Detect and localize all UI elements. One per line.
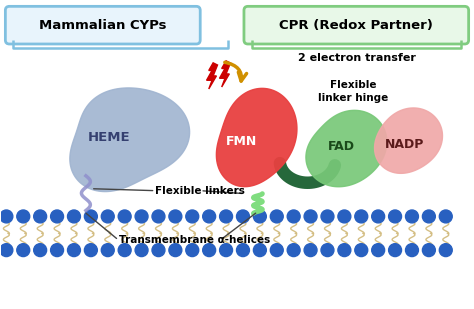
Circle shape bbox=[101, 244, 114, 256]
Circle shape bbox=[152, 210, 165, 223]
Circle shape bbox=[372, 244, 384, 256]
Circle shape bbox=[17, 244, 30, 256]
Polygon shape bbox=[207, 63, 218, 89]
Circle shape bbox=[270, 244, 283, 256]
Text: NADP: NADP bbox=[385, 138, 425, 150]
Text: FAD: FAD bbox=[328, 140, 355, 153]
Circle shape bbox=[101, 210, 114, 223]
Text: CPR (Redox Partner): CPR (Redox Partner) bbox=[279, 19, 433, 32]
Circle shape bbox=[355, 210, 368, 223]
Circle shape bbox=[67, 210, 81, 223]
Circle shape bbox=[118, 210, 131, 223]
Circle shape bbox=[304, 210, 317, 223]
Text: FMN: FMN bbox=[227, 135, 257, 148]
Text: Flexible
linker hinge: Flexible linker hinge bbox=[318, 80, 388, 103]
Text: 2 electron transfer: 2 electron transfer bbox=[298, 53, 416, 63]
Circle shape bbox=[389, 210, 401, 223]
Circle shape bbox=[321, 210, 334, 223]
Text: Flexible linkers: Flexible linkers bbox=[155, 186, 246, 196]
Circle shape bbox=[67, 244, 81, 256]
Circle shape bbox=[405, 210, 419, 223]
Circle shape bbox=[34, 244, 46, 256]
Circle shape bbox=[84, 244, 97, 256]
Polygon shape bbox=[306, 110, 387, 187]
FancyBboxPatch shape bbox=[5, 6, 200, 44]
Polygon shape bbox=[374, 108, 442, 173]
Polygon shape bbox=[70, 88, 190, 192]
Circle shape bbox=[287, 210, 300, 223]
Circle shape bbox=[118, 244, 131, 256]
Circle shape bbox=[203, 244, 216, 256]
Circle shape bbox=[51, 244, 64, 256]
Text: Transmembrane α-helices: Transmembrane α-helices bbox=[118, 235, 270, 245]
Circle shape bbox=[439, 210, 452, 223]
Circle shape bbox=[169, 244, 182, 256]
Circle shape bbox=[169, 210, 182, 223]
Circle shape bbox=[405, 244, 419, 256]
Polygon shape bbox=[219, 61, 230, 87]
Polygon shape bbox=[216, 88, 297, 187]
Circle shape bbox=[203, 210, 216, 223]
Circle shape bbox=[186, 210, 199, 223]
Circle shape bbox=[254, 244, 266, 256]
Circle shape bbox=[237, 244, 249, 256]
Circle shape bbox=[270, 210, 283, 223]
Circle shape bbox=[287, 244, 300, 256]
Text: Mammalian CYPs: Mammalian CYPs bbox=[39, 19, 166, 32]
Circle shape bbox=[84, 210, 97, 223]
FancyBboxPatch shape bbox=[244, 6, 469, 44]
Circle shape bbox=[51, 210, 64, 223]
Circle shape bbox=[422, 244, 435, 256]
Circle shape bbox=[321, 244, 334, 256]
Circle shape bbox=[186, 244, 199, 256]
Circle shape bbox=[254, 210, 266, 223]
Circle shape bbox=[372, 210, 384, 223]
Circle shape bbox=[389, 244, 401, 256]
Circle shape bbox=[152, 244, 165, 256]
Circle shape bbox=[422, 210, 435, 223]
Circle shape bbox=[439, 244, 452, 256]
Circle shape bbox=[304, 244, 317, 256]
Circle shape bbox=[338, 210, 351, 223]
Circle shape bbox=[355, 244, 368, 256]
Circle shape bbox=[237, 210, 249, 223]
Circle shape bbox=[34, 210, 46, 223]
Circle shape bbox=[135, 244, 148, 256]
Circle shape bbox=[338, 244, 351, 256]
Circle shape bbox=[219, 244, 233, 256]
Circle shape bbox=[0, 244, 13, 256]
Text: HEME: HEME bbox=[87, 131, 130, 144]
Circle shape bbox=[135, 210, 148, 223]
Circle shape bbox=[0, 210, 13, 223]
Circle shape bbox=[17, 210, 30, 223]
Circle shape bbox=[219, 210, 233, 223]
